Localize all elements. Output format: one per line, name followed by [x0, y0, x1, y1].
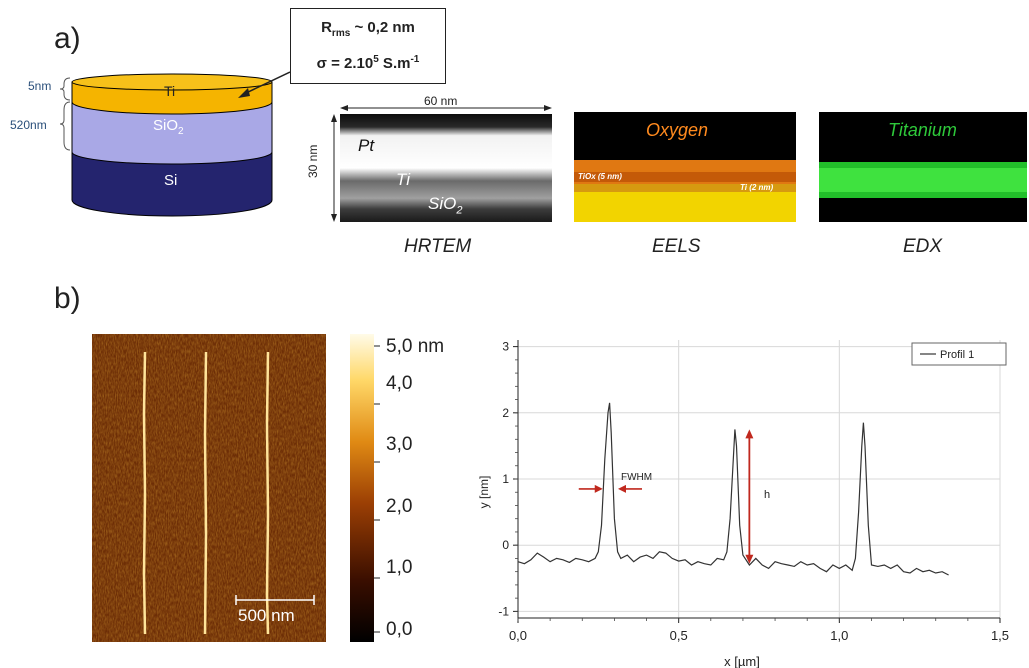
profile-chart: 0,0 0,5 1,0 1,5 -1 0 1 2 3 Profil 1 x [µm] y [nm… [477, 340, 1009, 668]
afm-image [92, 334, 326, 642]
properties-callout: Rrms ~ 0,2 nm σ = 2.105 S.m-1 [290, 8, 446, 84]
edx-caption: EDX [903, 236, 943, 257]
sio2-layer-label: SiO2 [153, 117, 184, 137]
hrtem-ti-label: Ti [396, 170, 411, 189]
afm-colorbar [350, 334, 380, 642]
chart-ticks: 0,0 0,5 1,0 1,5 -1 0 1 2 3 [498, 340, 1009, 643]
ti-layer-label: Ti [164, 83, 176, 99]
chart-annotations [578, 429, 754, 564]
afm-line-2 [203, 351, 208, 635]
ti-top-surface [71, 73, 273, 91]
si-layer [71, 151, 273, 217]
annotation-fwhm: FWHM [621, 472, 652, 483]
x-tick-label: 1,0 [830, 628, 848, 643]
eels-title: Oxygen [646, 120, 709, 140]
y-tick-label: 0 [502, 538, 509, 552]
y-tick-label: 3 [502, 340, 509, 354]
x-tick-label: 0,5 [670, 628, 688, 643]
edx-title: Titanium [888, 120, 957, 140]
colorbar-tick-4: 1,0 [386, 557, 413, 578]
sio2-layer [71, 101, 273, 165]
eels-caption: EELS [652, 236, 701, 257]
colorbar-tick-0: 5,0 nm [386, 336, 445, 357]
edx-map [819, 112, 1027, 222]
sio2-thickness-label: 520nm [10, 118, 47, 132]
colorbar-tick-2: 3,0 [386, 434, 413, 455]
y-axis-label: y [nm] [477, 476, 491, 509]
hrtem-pt-label: Pt [358, 136, 375, 155]
colorbar-tick-3: 2,0 [386, 496, 413, 517]
eels-map [574, 112, 796, 222]
annotation-h: h [764, 489, 770, 501]
conductivity-value: σ = 2.105 S.m-1 [316, 54, 420, 72]
colorbar-tick-1: 4,0 [386, 373, 413, 394]
legend-label: Profil 1 [940, 349, 974, 361]
chart-grid [517, 340, 1001, 618]
y-tick-label: 1 [502, 472, 509, 486]
y-tick-label: 2 [502, 406, 509, 420]
chart-legend: Profil 1 [911, 342, 1007, 366]
x-tick-label: 1,5 [991, 628, 1009, 643]
colorbar-tick-5: 0,0 [386, 619, 413, 640]
x-axis-label: x [µm] [724, 654, 760, 668]
afm-scalebar-label: 500 nm [238, 606, 295, 625]
sio2-brace [59, 101, 71, 151]
rrms-value: Rrms ~ 0,2 nm [321, 19, 415, 39]
hrtem-height-label: 30 nm [306, 144, 320, 178]
hrtem-image [331, 105, 552, 222]
hrtem-sio2-label: SiO2 [428, 194, 463, 217]
hrtem-width-label: 60 nm [424, 94, 458, 108]
ti-brace [59, 77, 71, 101]
layer-stack-diagram [59, 71, 290, 217]
si-layer-label: Si [164, 172, 178, 189]
panel-a-label: a) [54, 22, 81, 55]
afm-line-1 [142, 351, 147, 635]
y-tick-label: -1 [498, 604, 509, 618]
ti-layer [71, 81, 273, 115]
profile-series-line [517, 402, 949, 576]
eels-tiox-label: TiOx (5 nm) [578, 172, 622, 181]
afm-line-3 [265, 351, 270, 635]
ti-thickness-label: 5nm [28, 79, 52, 93]
eels-ti-label: Ti (2 nm) [740, 183, 774, 192]
panel-b-label: b) [54, 282, 81, 315]
hrtem-caption: HRTEM [404, 236, 472, 257]
x-tick-label: 0,0 [509, 628, 527, 643]
callout-arrow [243, 71, 290, 95]
